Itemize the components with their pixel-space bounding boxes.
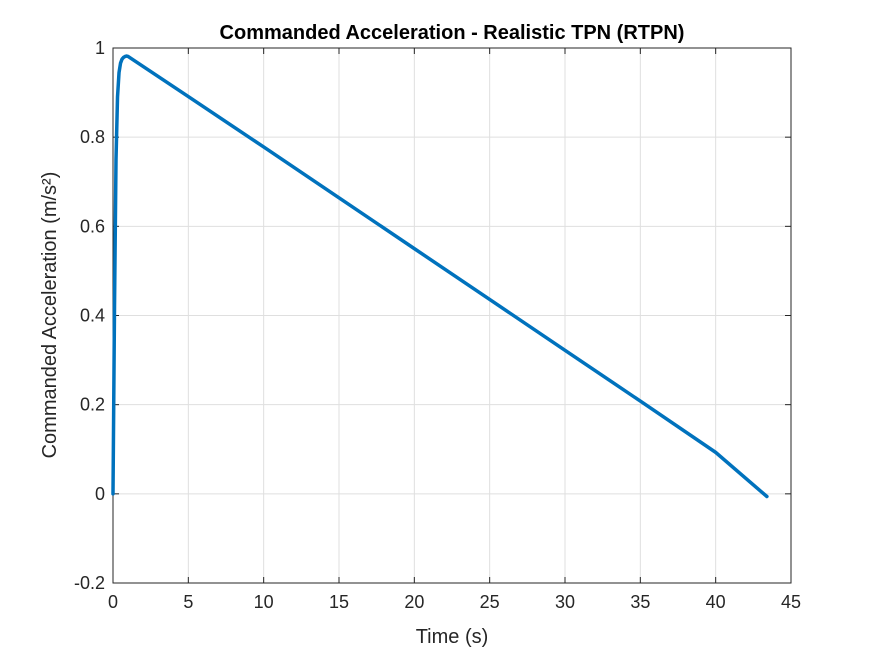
y-tick-label: 1 [95, 38, 105, 58]
y-axis-label: Commanded Acceleration (m/s²) [39, 172, 61, 459]
chart-title: Commanded Acceleration - Realistic TPN (… [220, 22, 685, 44]
x-axis-label: Time (s) [416, 626, 489, 648]
x-tick-label: 35 [630, 592, 650, 612]
series-line [111, 54, 769, 499]
x-tick-label: 45 [781, 592, 801, 612]
grid [113, 48, 791, 583]
x-tick-label: 5 [183, 592, 193, 612]
x-tick-label: 0 [108, 592, 118, 612]
y-tick-label: -0.2 [74, 573, 105, 593]
y-tick-label: 0.4 [80, 306, 105, 326]
x-tick-label: 40 [706, 592, 726, 612]
y-tick-label: 0.8 [80, 127, 105, 147]
y-tick-labels: -0.2 0 0.2 0.4 0.6 0.8 1 [74, 38, 105, 593]
series-group [111, 54, 769, 499]
y-tick-label: 0.2 [80, 395, 105, 415]
x-tick-labels: 0 5 10 15 20 25 30 35 40 45 [108, 592, 801, 612]
x-tick-label: 25 [480, 592, 500, 612]
x-tick-label: 30 [555, 592, 575, 612]
y-tick-label: 0.6 [80, 216, 105, 236]
x-tick-label: 10 [254, 592, 274, 612]
x-tick-label: 15 [329, 592, 349, 612]
ticks [112, 47, 792, 584]
x-tick-label: 20 [404, 592, 424, 612]
y-tick-label: 0 [95, 484, 105, 504]
